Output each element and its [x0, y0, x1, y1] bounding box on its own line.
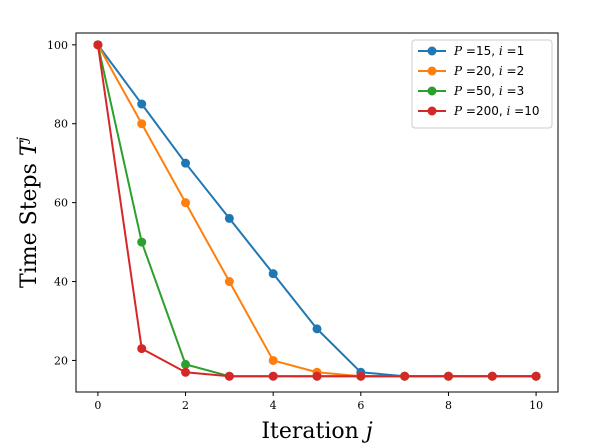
legend-label: P =50, i =3	[453, 84, 524, 98]
legend-entry: P =20, i =2	[418, 64, 524, 78]
y-axis: 20 40 60 80 100	[47, 39, 76, 367]
legend-marker	[427, 106, 437, 116]
plot-area	[93, 40, 541, 381]
x-tick-label: 0	[94, 399, 101, 412]
data-point	[181, 367, 191, 377]
data-point	[181, 198, 191, 208]
data-point	[268, 269, 278, 279]
legend-label: P =200, i =10	[453, 104, 539, 118]
legend-marker	[427, 66, 437, 76]
data-point	[531, 371, 541, 381]
data-point	[400, 371, 410, 381]
y-axis-label-text: Time Steps	[17, 156, 42, 288]
data-point	[224, 277, 234, 287]
legend-entry: P =50, i =3	[418, 84, 524, 98]
x-tick-label: 2	[182, 399, 189, 412]
data-point	[137, 119, 147, 129]
y-tick-label: 20	[54, 354, 68, 367]
x-axis-label-text: Iteration	[261, 419, 365, 444]
legend-label: P =15, i =1	[453, 44, 524, 58]
series-4	[93, 40, 541, 381]
data-point	[224, 371, 234, 381]
data-point	[312, 324, 322, 334]
y-axis-label-sup: j	[15, 136, 31, 144]
y-axis-label: Time Steps Tj	[15, 136, 42, 288]
data-point	[268, 355, 278, 365]
legend-box	[411, 39, 553, 129]
data-point	[137, 99, 147, 109]
data-point	[181, 359, 191, 369]
data-point	[443, 371, 453, 381]
y-axis-label-var: T	[17, 139, 42, 156]
y-tick-label: 80	[54, 118, 68, 131]
x-tick-label: 4	[270, 399, 277, 412]
legend-entry: P =200, i =10	[418, 104, 539, 118]
data-point	[268, 371, 278, 381]
data-point	[312, 371, 322, 381]
data-point	[224, 213, 234, 223]
y-tick-label: 60	[54, 197, 68, 210]
x-axis-label: Iteration j	[261, 419, 372, 444]
x-tick-label: 8	[445, 399, 452, 412]
data-point	[356, 371, 366, 381]
data-point	[137, 237, 147, 247]
legend-entry: P =15, i =1	[418, 44, 524, 58]
data-point	[487, 371, 497, 381]
data-point	[137, 344, 147, 354]
x-tick-label: 6	[357, 399, 364, 412]
y-tick-label: 100	[47, 39, 68, 52]
x-axis: 0 2 4 6 8 10	[94, 392, 543, 412]
data-point	[181, 158, 191, 168]
x-tick-label: 10	[529, 399, 543, 412]
data-point	[93, 40, 103, 50]
y-tick-label: 40	[54, 276, 68, 289]
legend-marker	[427, 86, 437, 96]
legend: P =15, i =1 P =20, i =2 P =50, i =3 P =200,…	[411, 39, 553, 129]
axes-frame	[75, 32, 559, 393]
legend-marker	[427, 46, 437, 56]
legend-label: P =20, i =2	[453, 64, 524, 78]
